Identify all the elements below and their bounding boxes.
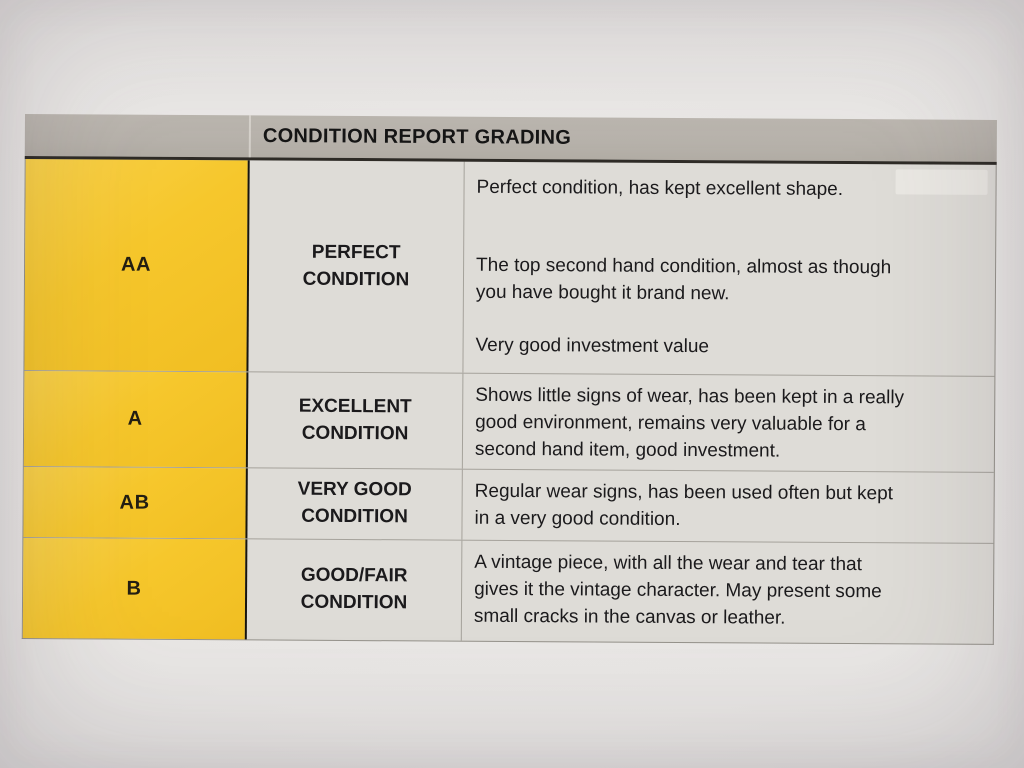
table-row-aa: AA PERFECT CONDITION Perfect condition, … <box>24 159 996 377</box>
description-paragraph: Shows little signs of wear, has been kep… <box>474 384 905 462</box>
table-header-bar: CONDITION REPORT GRADING <box>24 114 997 165</box>
grade-cell: B <box>22 537 248 640</box>
grade-label: AB <box>119 491 150 514</box>
description-cell: A vintage piece, with all the wear and t… <box>462 541 994 644</box>
condition-grading-table: CONDITION REPORT GRADING AA PERFECT COND… <box>21 114 997 645</box>
description-paragraph: The top second hand condition, almost as… <box>475 254 892 305</box>
condition-label: VERY GOOD CONDITION <box>297 479 412 528</box>
table-row-a: A EXCELLENT CONDITION Shows little signs… <box>23 371 995 473</box>
grade-cell: A <box>23 371 249 468</box>
description-cell: Shows little signs of wear, has been kep… <box>463 374 995 472</box>
condition-cell: GOOD/FAIR CONDITION <box>246 539 463 641</box>
description-cell: Perfect condition, has kept excellent sh… <box>463 162 995 376</box>
grade-cell: AA <box>24 159 250 372</box>
grade-label: B <box>126 577 142 600</box>
condition-label: EXCELLENT CONDITION <box>298 395 412 444</box>
description-paragraph: Regular wear signs, has been used often … <box>474 480 894 530</box>
condition-label: PERFECT CONDITION <box>302 241 410 290</box>
table-title: CONDITION REPORT GRADING <box>262 124 572 149</box>
description-paragraph: A vintage piece, with all the wear and t… <box>473 551 882 629</box>
grade-label: A <box>127 407 143 430</box>
table-row-b: B GOOD/FAIR CONDITION A vintage piece, w… <box>22 537 994 644</box>
paper-artifact <box>895 169 988 195</box>
table-body: AA PERFECT CONDITION Perfect condition, … <box>21 158 997 645</box>
condition-cell: PERFECT CONDITION <box>248 160 465 373</box>
condition-label: GOOD/FAIR CONDITION <box>300 565 408 614</box>
description-cell: Regular wear signs, has been used often … <box>462 470 993 543</box>
header-column-divider <box>248 115 251 158</box>
table-row-ab: AB VERY GOOD CONDITION Regular wear sign… <box>23 466 994 544</box>
grade-cell: AB <box>23 466 248 539</box>
condition-cell: EXCELLENT CONDITION <box>247 372 464 469</box>
grade-label: AA <box>120 253 152 276</box>
description-paragraph: Very good investment value <box>475 334 710 358</box>
condition-cell: VERY GOOD CONDITION <box>247 468 463 540</box>
